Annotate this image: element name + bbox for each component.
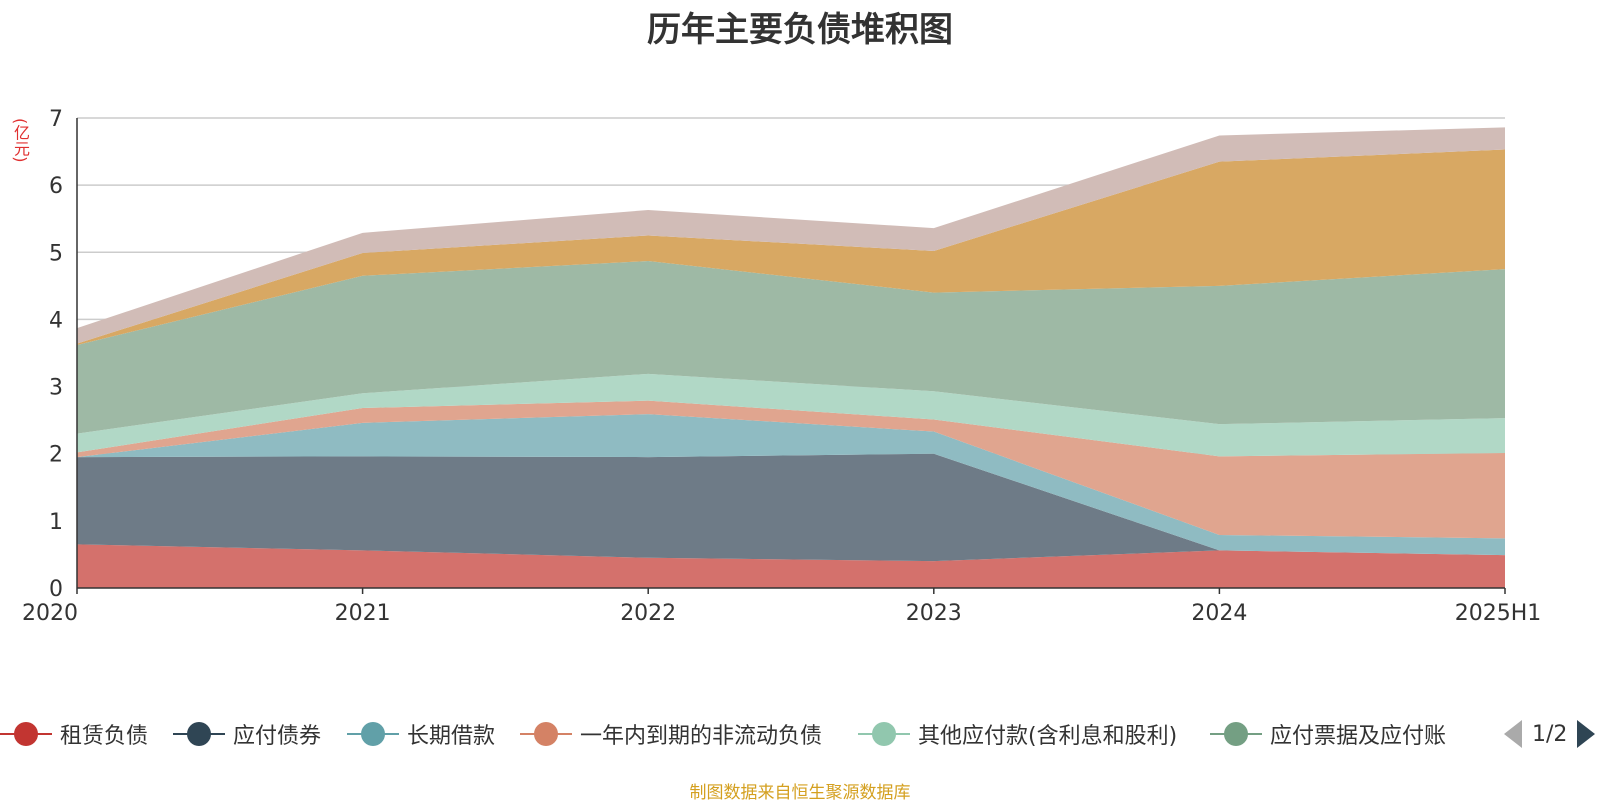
source-note: 制图数据来自恒生聚源数据库 xyxy=(689,783,911,803)
y-tick-label: 5 xyxy=(49,241,63,266)
y-axis-unit-label: (亿元) xyxy=(11,118,30,163)
legend-item[interactable]: 应付票据及应付账 xyxy=(1210,716,1446,752)
legend-item[interactable]: 一年内到期的非流动负债 xyxy=(520,716,822,752)
legend-label: 租赁负债 xyxy=(60,724,149,749)
area-series-2 xyxy=(77,414,1505,556)
legend-page-indicator: 1/2 xyxy=(1532,721,1568,747)
legend-label: 应付债券 xyxy=(233,724,322,749)
y-tick-label: 3 xyxy=(49,376,63,401)
legend-marker-icon xyxy=(858,716,910,752)
legend-next-page-icon[interactable] xyxy=(1577,720,1596,748)
legend-item[interactable]: 其他应付款(含利息和股利) xyxy=(858,716,1177,752)
legend-marker-icon xyxy=(520,716,572,752)
legend-label: 一年内到期的非流动负债 xyxy=(580,724,823,749)
legend-label: 其他应付款(含利息和股利) xyxy=(918,724,1178,749)
area-series-7 xyxy=(77,127,1505,344)
legend-item[interactable]: 租赁负债 xyxy=(0,716,148,752)
y-tick-label: 2 xyxy=(49,443,63,468)
y-tick-label: 0 xyxy=(49,577,63,602)
x-tick-label: 2020 xyxy=(22,601,78,626)
x-tick-label: 2025H1 xyxy=(1455,601,1542,626)
x-tick-label: 2024 xyxy=(1191,601,1247,626)
area-series-6 xyxy=(77,149,1505,345)
x-tick-label: 2021 xyxy=(335,601,391,626)
legend-item[interactable]: 长期借款 xyxy=(347,716,495,752)
legend-marker-icon xyxy=(347,716,399,752)
area-series-4 xyxy=(77,373,1505,457)
area-series-1 xyxy=(77,453,1505,562)
legend-marker-icon xyxy=(1210,716,1262,752)
y-tick-label: 4 xyxy=(49,308,63,333)
legend-item[interactable]: 应付债券 xyxy=(173,716,321,752)
chart-legend[interactable]: 租赁负债 应付债券 长期借款 一年内到期的非流动负债 其他应付款(含利息和股利) 应付票据… xyxy=(0,716,1520,756)
chart-title: 历年主要负债堆积图 xyxy=(647,10,953,50)
legend-prev-page-icon[interactable] xyxy=(1504,720,1522,748)
legend-label: 应付票据及应付账 xyxy=(1270,724,1447,749)
legend-pager: 1/2 xyxy=(1500,716,1600,752)
area-series-5 xyxy=(77,261,1505,434)
area-series-3 xyxy=(77,400,1505,539)
y-tick-label: 6 xyxy=(49,174,63,199)
y-tick-label: 7 xyxy=(49,107,63,132)
legend-marker-icon xyxy=(0,716,52,752)
legend-label: 长期借款 xyxy=(407,724,496,749)
x-tick-label: 2023 xyxy=(906,601,962,626)
legend-marker-icon xyxy=(173,716,225,752)
area-series-0 xyxy=(77,544,1505,588)
x-tick-label: 2022 xyxy=(620,601,676,626)
y-tick-label: 1 xyxy=(49,510,63,535)
